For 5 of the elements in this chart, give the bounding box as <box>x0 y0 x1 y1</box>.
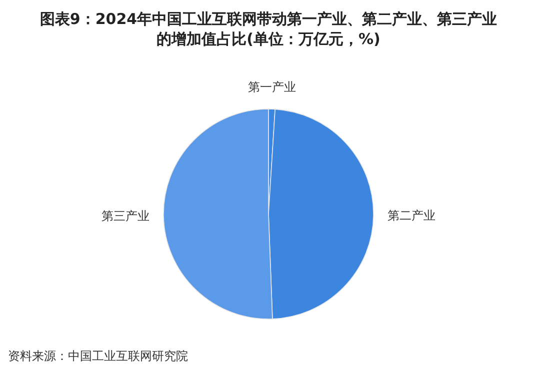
text: 资料来源：中国工业互联网研究院 <box>8 349 188 363</box>
slice-label: 第二产业 <box>387 208 436 222</box>
slice-label: 第一产业 <box>248 80 296 94</box>
slice-label: 第三产业 <box>102 209 150 224</box>
chart-title: 图表9：2024年中国工业互联网带动第一产业、第二产业、第三产业的增加值占比(单位：万亿元，%) <box>40 10 498 48</box>
